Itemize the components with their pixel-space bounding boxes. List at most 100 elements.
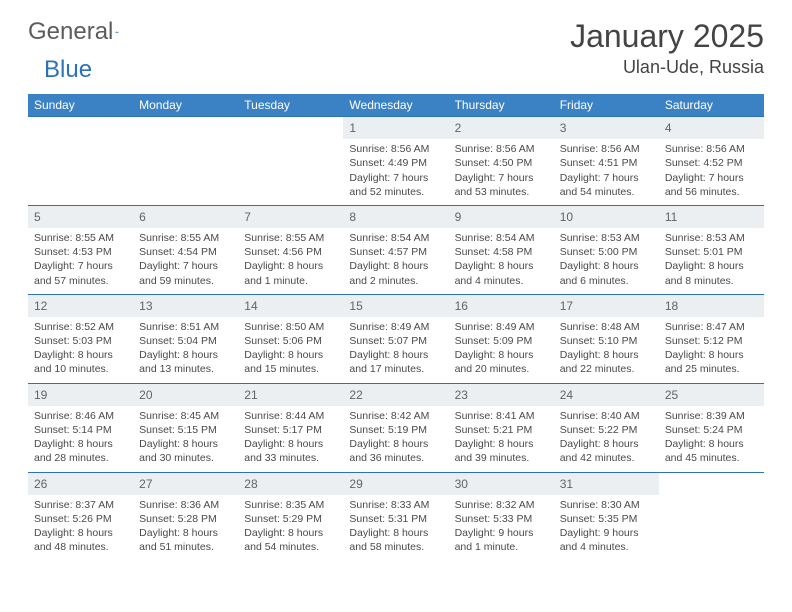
day-content: Sunrise: 8:55 AMSunset: 4:56 PMDaylight:…	[238, 228, 343, 294]
day-number: 27	[133, 473, 238, 495]
day-number: 1	[343, 117, 448, 139]
day-line: Sunset: 4:51 PM	[560, 156, 653, 170]
day-content: Sunrise: 8:52 AMSunset: 5:03 PMDaylight:…	[28, 317, 133, 383]
calendar-day-cell: 30Sunrise: 8:32 AMSunset: 5:33 PMDayligh…	[449, 472, 554, 560]
day-line: and 53 minutes.	[455, 185, 548, 199]
day-line: Daylight: 8 hours	[560, 259, 653, 273]
day-line: Daylight: 8 hours	[139, 348, 232, 362]
day-line: Daylight: 9 hours	[455, 526, 548, 540]
day-number: 22	[343, 384, 448, 406]
day-line: and 10 minutes.	[34, 362, 127, 376]
day-line: and 58 minutes.	[349, 540, 442, 554]
day-line: and 51 minutes.	[139, 540, 232, 554]
day-number: 26	[28, 473, 133, 495]
calendar-day-cell: 5Sunrise: 8:55 AMSunset: 4:53 PMDaylight…	[28, 205, 133, 294]
day-line: Sunrise: 8:56 AM	[349, 142, 442, 156]
day-content: Sunrise: 8:42 AMSunset: 5:19 PMDaylight:…	[343, 406, 448, 472]
day-line: and 15 minutes.	[244, 362, 337, 376]
calendar-table: Sunday Monday Tuesday Wednesday Thursday…	[28, 94, 764, 560]
day-line: Sunset: 5:29 PM	[244, 512, 337, 526]
title-block: January 2025 Ulan-Ude, Russia	[570, 18, 764, 78]
day-content: Sunrise: 8:53 AMSunset: 5:00 PMDaylight:…	[554, 228, 659, 294]
day-line: Daylight: 8 hours	[560, 437, 653, 451]
day-number: 4	[659, 117, 764, 139]
day-number: 13	[133, 295, 238, 317]
day-number: 28	[238, 473, 343, 495]
day-header: Tuesday	[238, 94, 343, 117]
calendar-day-cell: 4Sunrise: 8:56 AMSunset: 4:52 PMDaylight…	[659, 117, 764, 206]
brand-sail-icon	[115, 24, 119, 40]
day-line: Sunrise: 8:55 AM	[244, 231, 337, 245]
calendar-day-cell: 1Sunrise: 8:56 AMSunset: 4:49 PMDaylight…	[343, 117, 448, 206]
day-line: and 8 minutes.	[665, 274, 758, 288]
day-line: Daylight: 8 hours	[349, 437, 442, 451]
calendar-day-cell: 24Sunrise: 8:40 AMSunset: 5:22 PMDayligh…	[554, 383, 659, 472]
day-line: Sunset: 4:58 PM	[455, 245, 548, 259]
calendar-day-cell: 16Sunrise: 8:49 AMSunset: 5:09 PMDayligh…	[449, 294, 554, 383]
day-number: 6	[133, 206, 238, 228]
day-number: 15	[343, 295, 448, 317]
day-line: Sunset: 5:06 PM	[244, 334, 337, 348]
day-number: 31	[554, 473, 659, 495]
day-number: 11	[659, 206, 764, 228]
day-number	[133, 117, 238, 139]
day-line: Sunset: 5:12 PM	[665, 334, 758, 348]
day-line: Sunrise: 8:30 AM	[560, 498, 653, 512]
day-content: Sunrise: 8:48 AMSunset: 5:10 PMDaylight:…	[554, 317, 659, 383]
day-line: Sunrise: 8:55 AM	[139, 231, 232, 245]
day-content: Sunrise: 8:54 AMSunset: 4:58 PMDaylight:…	[449, 228, 554, 294]
day-content: Sunrise: 8:56 AMSunset: 4:52 PMDaylight:…	[659, 139, 764, 205]
day-content: Sunrise: 8:50 AMSunset: 5:06 PMDaylight:…	[238, 317, 343, 383]
calendar-day-cell: 2Sunrise: 8:56 AMSunset: 4:50 PMDaylight…	[449, 117, 554, 206]
day-header: Wednesday	[343, 94, 448, 117]
day-line: Sunrise: 8:54 AM	[455, 231, 548, 245]
brand-word-1: General	[28, 18, 113, 46]
day-number: 10	[554, 206, 659, 228]
day-line: Sunset: 5:15 PM	[139, 423, 232, 437]
day-line: Sunrise: 8:53 AM	[665, 231, 758, 245]
day-line: and 20 minutes.	[455, 362, 548, 376]
day-line: Daylight: 7 hours	[455, 171, 548, 185]
day-line: Sunset: 5:24 PM	[665, 423, 758, 437]
day-content: Sunrise: 8:55 AMSunset: 4:53 PMDaylight:…	[28, 228, 133, 294]
day-content: Sunrise: 8:39 AMSunset: 5:24 PMDaylight:…	[659, 406, 764, 472]
day-number	[238, 117, 343, 139]
day-number	[659, 473, 764, 495]
day-line: and 33 minutes.	[244, 451, 337, 465]
day-line: Sunrise: 8:56 AM	[455, 142, 548, 156]
day-content	[28, 139, 133, 148]
calendar-day-cell	[133, 117, 238, 206]
day-line: and 54 minutes.	[560, 185, 653, 199]
day-line: Daylight: 7 hours	[349, 171, 442, 185]
day-line: Sunrise: 8:49 AM	[349, 320, 442, 334]
day-line: Sunrise: 8:56 AM	[560, 142, 653, 156]
calendar-day-cell: 8Sunrise: 8:54 AMSunset: 4:57 PMDaylight…	[343, 205, 448, 294]
day-line: Daylight: 8 hours	[34, 348, 127, 362]
day-line: Sunset: 5:14 PM	[34, 423, 127, 437]
brand-word-2: Blue	[44, 56, 92, 84]
day-line: and 52 minutes.	[349, 185, 442, 199]
day-line: Daylight: 8 hours	[349, 259, 442, 273]
day-content: Sunrise: 8:55 AMSunset: 4:54 PMDaylight:…	[133, 228, 238, 294]
month-title: January 2025	[570, 18, 764, 55]
day-number: 8	[343, 206, 448, 228]
day-number: 25	[659, 384, 764, 406]
day-line: and 6 minutes.	[560, 274, 653, 288]
day-line: Sunset: 5:26 PM	[34, 512, 127, 526]
day-line: and 2 minutes.	[349, 274, 442, 288]
day-line: Daylight: 8 hours	[139, 437, 232, 451]
calendar-day-cell: 11Sunrise: 8:53 AMSunset: 5:01 PMDayligh…	[659, 205, 764, 294]
calendar-day-cell	[238, 117, 343, 206]
day-number: 17	[554, 295, 659, 317]
calendar-week: 1Sunrise: 8:56 AMSunset: 4:49 PMDaylight…	[28, 117, 764, 206]
day-line: Daylight: 9 hours	[560, 526, 653, 540]
day-line: Sunrise: 8:56 AM	[665, 142, 758, 156]
calendar-day-cell: 15Sunrise: 8:49 AMSunset: 5:07 PMDayligh…	[343, 294, 448, 383]
day-content	[659, 495, 764, 504]
day-content: Sunrise: 8:49 AMSunset: 5:07 PMDaylight:…	[343, 317, 448, 383]
day-line: and 25 minutes.	[665, 362, 758, 376]
day-content	[238, 139, 343, 148]
day-line: and 1 minute.	[244, 274, 337, 288]
calendar-day-cell: 26Sunrise: 8:37 AMSunset: 5:26 PMDayligh…	[28, 472, 133, 560]
day-line: Sunrise: 8:40 AM	[560, 409, 653, 423]
